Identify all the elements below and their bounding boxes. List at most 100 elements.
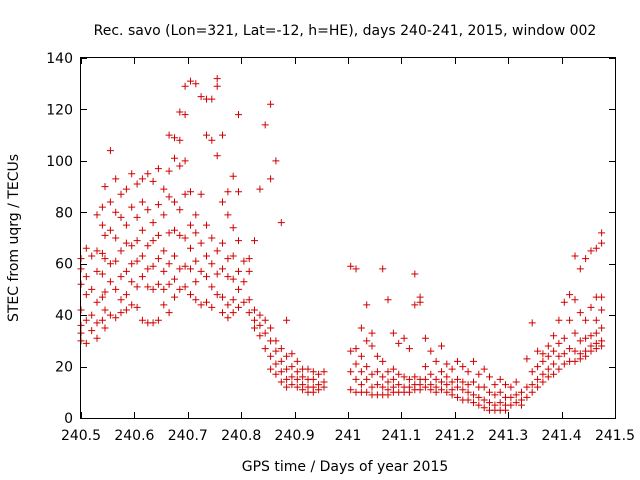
data-point [571, 329, 579, 337]
data-point [283, 316, 291, 324]
data-point [363, 388, 371, 396]
data-point [267, 175, 275, 183]
data-point [213, 75, 221, 83]
data-point [448, 391, 456, 399]
data-point [379, 357, 387, 365]
data-point [272, 337, 280, 345]
data-point [464, 381, 472, 389]
data-point [598, 342, 606, 350]
data-point [496, 388, 504, 396]
data-point [165, 229, 173, 237]
data-point [496, 375, 504, 383]
data-point [176, 285, 184, 293]
data-point [384, 378, 392, 386]
data-point [171, 275, 178, 283]
data-point [582, 334, 590, 342]
data-point [277, 345, 285, 353]
data-point [240, 257, 248, 265]
data-point [197, 301, 205, 309]
data-point [213, 247, 221, 255]
data-point [448, 378, 456, 386]
data-point [347, 368, 355, 376]
data-point [133, 237, 141, 245]
data-point [245, 267, 253, 275]
data-point [347, 262, 355, 270]
data-point [550, 347, 558, 355]
data-point [101, 306, 109, 314]
data-point [560, 350, 568, 358]
x-tick-label: 240.5 [61, 428, 101, 444]
data-point [550, 370, 558, 378]
data-point [117, 296, 125, 304]
data-point [88, 311, 96, 319]
data-point [352, 360, 360, 368]
data-point [112, 208, 120, 216]
data-point [368, 329, 376, 337]
data-point [149, 285, 157, 293]
y-tick-label: 140 [46, 51, 73, 67]
data-point [128, 242, 136, 250]
data-point [475, 393, 483, 401]
data-point [598, 229, 606, 237]
data-point [448, 365, 456, 373]
data-point [496, 399, 504, 407]
data-point [454, 375, 461, 383]
data-point [272, 347, 280, 355]
data-point [98, 249, 106, 257]
data-point [154, 165, 162, 173]
data-point [160, 285, 168, 293]
data-point [122, 291, 130, 299]
data-point [288, 350, 296, 358]
data-point [571, 347, 579, 355]
data-point [454, 393, 461, 401]
data-point [106, 311, 114, 319]
data-point [555, 352, 563, 360]
data-point [534, 363, 542, 371]
data-point [534, 383, 542, 391]
data-point [507, 393, 515, 401]
data-point [154, 280, 162, 288]
data-point [443, 373, 451, 381]
data-point [395, 339, 403, 347]
data-point [133, 303, 141, 311]
data-point [389, 365, 397, 373]
data-point [93, 319, 101, 327]
data-point [373, 368, 381, 376]
data-point [592, 244, 600, 252]
data-point [587, 303, 595, 311]
data-point [101, 255, 109, 263]
data-point [507, 383, 515, 391]
data-point [539, 350, 547, 358]
data-point [93, 211, 101, 219]
data-point [293, 368, 301, 376]
data-point [171, 154, 178, 162]
data-point [363, 363, 371, 371]
data-point [261, 329, 269, 337]
data-point [149, 262, 157, 270]
data-point [128, 170, 136, 178]
data-point [512, 391, 520, 399]
data-point [571, 252, 579, 260]
data-point [176, 206, 184, 214]
data-point [534, 347, 542, 355]
data-point [144, 170, 152, 178]
data-point [144, 283, 152, 291]
data-point [421, 363, 429, 371]
data-point [133, 257, 141, 265]
chart-title: Rec. savo (Lon=321, Lat=-12, h=HE), days… [94, 23, 597, 39]
data-point [208, 283, 216, 291]
data-point [470, 357, 477, 365]
data-point [224, 273, 232, 281]
data-point [293, 357, 301, 365]
x-axis-label: GPS time / Days of year 2015 [242, 459, 449, 475]
data-point [544, 365, 552, 373]
data-point [598, 293, 606, 301]
data-point [192, 296, 200, 304]
data-point [181, 234, 189, 242]
data-point [93, 267, 101, 275]
data-point [518, 401, 525, 409]
data-point [112, 257, 120, 265]
data-point [277, 378, 285, 386]
y-tick-label: 60 [55, 257, 73, 273]
